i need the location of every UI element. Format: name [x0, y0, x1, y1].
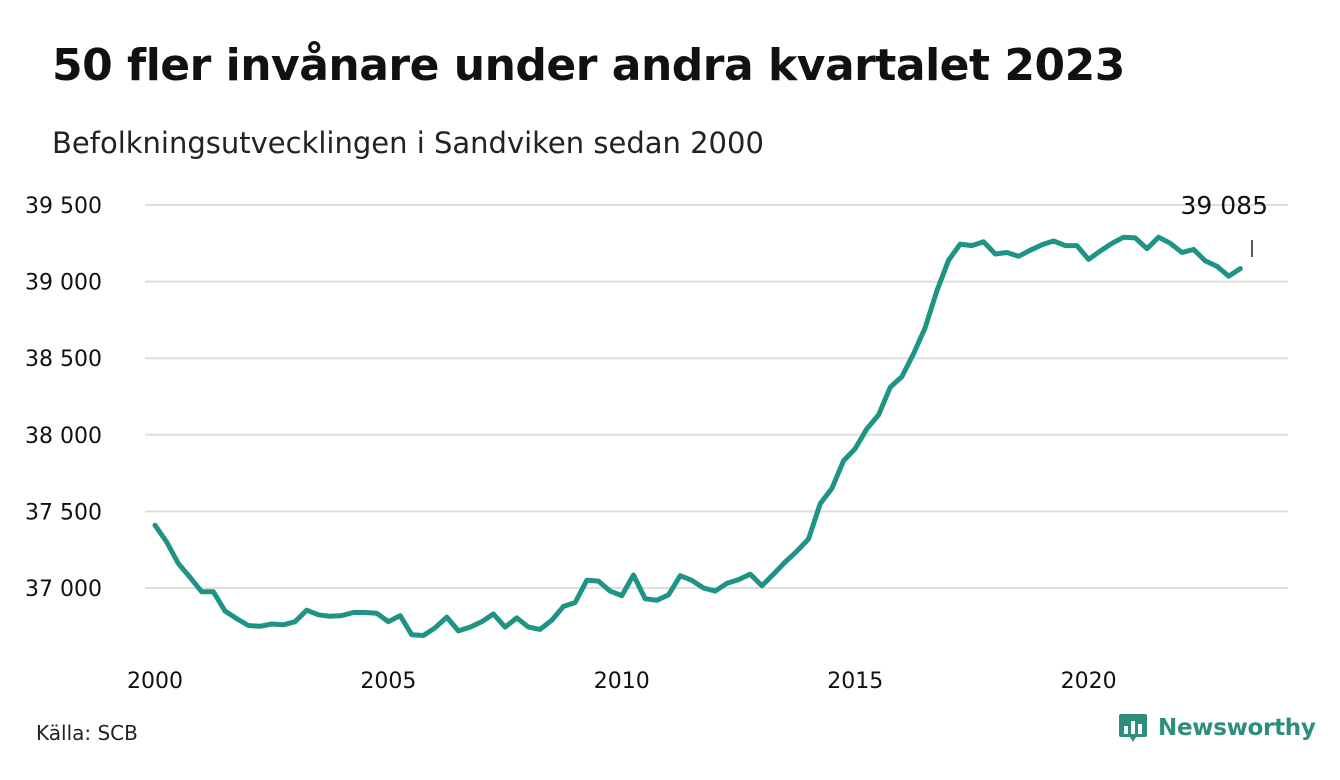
brand-name: Newsworthy	[1158, 715, 1316, 741]
x-tick-label: 2000	[127, 669, 183, 694]
source-note: Källa: SCB	[36, 721, 138, 745]
x-tick-label: 2020	[1061, 669, 1117, 694]
x-tick-label: 2005	[360, 669, 416, 694]
y-tick-label: 38 000	[25, 424, 102, 449]
series-line	[152, 234, 1243, 638]
annotation-layer: 39 085	[1181, 191, 1268, 257]
brand-logo: Newsworthy	[1118, 712, 1316, 744]
annotation-label: 39 085	[1181, 191, 1268, 220]
gridlines	[145, 204, 1288, 589]
y-tick-label: 39 500	[25, 194, 102, 219]
y-tick-label: 37 000	[25, 577, 102, 602]
y-tick-label: 39 000	[25, 271, 102, 296]
series-layer	[152, 234, 1243, 638]
bar-chart-speech-bubble-icon	[1119, 714, 1147, 742]
x-axis-tick-labels: 2000 2005 2010 2015 2020	[127, 669, 1117, 694]
chart-subtitle: Befolkningsutvecklingen i Sandviken seda…	[52, 126, 764, 160]
y-axis-tick-labels: 37 000 37 500 38 000 38 500 39 000 39 500	[25, 194, 102, 602]
chart-title: 50 fler invånare under andra kvartalet 2…	[52, 40, 1125, 91]
y-tick-label: 37 500	[25, 500, 102, 525]
x-tick-label: 2015	[827, 669, 883, 694]
x-tick-label: 2010	[594, 669, 650, 694]
y-tick-label: 38 500	[25, 347, 102, 372]
line-chart: 37 000 37 500 38 000 38 500 39 000 39 500 200…	[25, 191, 1288, 694]
